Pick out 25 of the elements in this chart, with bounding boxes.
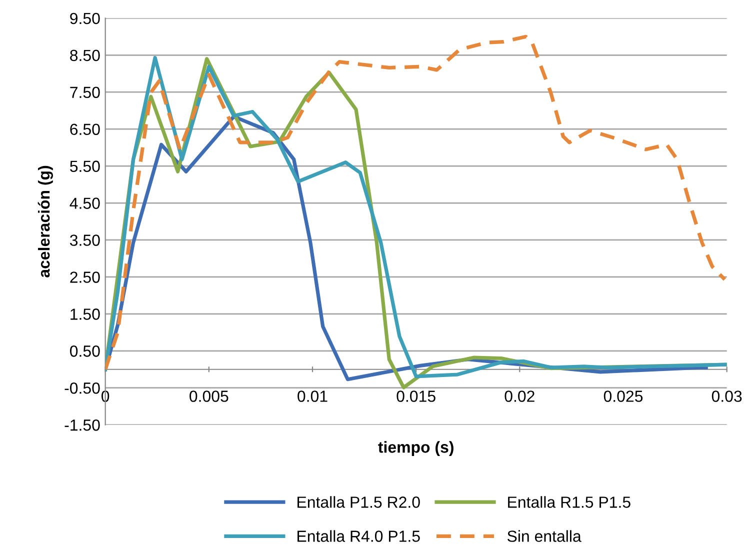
y-tick-label: 6.50 (70, 124, 100, 136)
y-tick-label: -1.50 (64, 419, 100, 431)
y-tick-label: 1.50 (70, 308, 100, 320)
legend-label: Entalla R1.5 P1.5 (508, 496, 630, 508)
y-tick-label: 8.50 (70, 50, 100, 62)
x-axis-title: tiempo (s) (378, 441, 454, 456)
y-tick-label: -0.50 (64, 382, 100, 394)
legend-label: Entalla P1.5 R2.0 (298, 496, 420, 508)
x-tick-label: 0 (102, 390, 110, 402)
x-tick-label: 0.02 (504, 390, 534, 402)
y-tick-label: 7.50 (70, 86, 100, 98)
y-tick-label: 9.50 (70, 12, 100, 24)
y-tick-label: 3.50 (70, 234, 100, 246)
y-tick-label: 2.50 (70, 272, 100, 283)
y-axis-title: aceleración (g) (38, 166, 53, 278)
x-tick-label: 0.01 (298, 390, 328, 402)
legend-label: Entalla R4.0 P1.5 (298, 530, 420, 542)
y-tick-label: 4.50 (70, 198, 100, 209)
legend-label: Sin entalla (508, 530, 582, 542)
x-tick-label: 0.03 (712, 390, 742, 402)
y-tick-label: 0.50 (70, 346, 100, 357)
y-tick-label: 5.50 (70, 160, 100, 172)
x-tick-label: 0.005 (190, 390, 228, 402)
x-tick-label: 0.015 (396, 390, 436, 402)
x-tick-label: 0.025 (604, 390, 643, 402)
